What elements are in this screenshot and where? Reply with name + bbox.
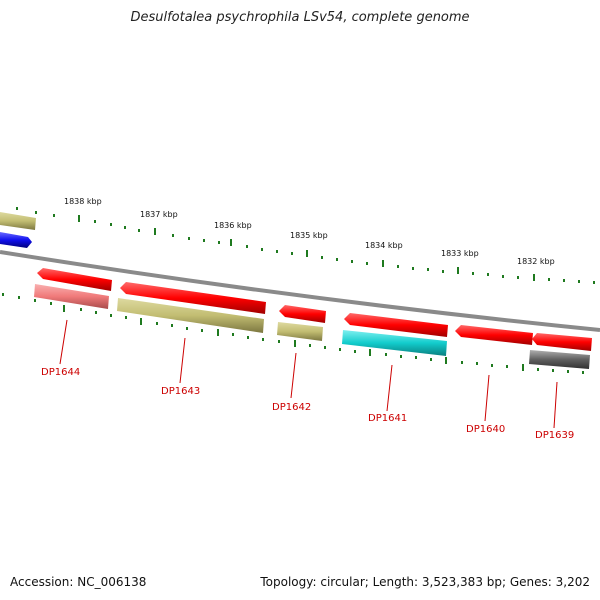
major-tick [457, 267, 459, 274]
inner-tick-ring [2, 293, 584, 374]
scale-label: 1838 kbp [64, 197, 102, 206]
feature-bar-dp1644[interactable] [34, 284, 109, 309]
major-tick [294, 340, 296, 347]
gene-label-dp1643[interactable]: DP1643 [161, 386, 200, 397]
feature-bar-dp1639[interactable] [529, 350, 590, 369]
gene-arrow-dp1643[interactable] [120, 282, 266, 314]
map-title: Desulfotalea psychrophila LSv54, complet… [130, 10, 470, 25]
major-tick [217, 329, 219, 336]
scale-label: 1833 kbp [441, 249, 479, 258]
major-tick [78, 215, 80, 222]
gene-label-dp1642[interactable]: DP1642 [272, 402, 311, 413]
major-tick [306, 250, 308, 257]
scale-label: 1836 kbp [214, 221, 252, 230]
major-tick [445, 357, 447, 364]
gene-arrow-dp1642[interactable] [279, 305, 326, 323]
major-tick [154, 228, 156, 235]
major-tick [140, 318, 142, 325]
major-tick [533, 274, 535, 281]
gene-arrow-dp1641[interactable] [344, 313, 448, 337]
feature-olive-partial[interactable] [0, 212, 36, 230]
major-tick [63, 305, 65, 312]
gene-arrow-dp1644[interactable] [37, 268, 112, 291]
gene-label-dp1641[interactable]: DP1641 [368, 413, 407, 424]
scale-label: 1835 kbp [290, 231, 328, 240]
major-tick [522, 364, 524, 371]
scale-label: 1837 kbp [140, 210, 178, 219]
accession-text: Accession: NC_006138 [10, 575, 147, 589]
gene-arrow-dp1640[interactable] [455, 325, 533, 345]
scale-label: 1834 kbp [365, 241, 403, 250]
outer-tick-ring [16, 207, 595, 284]
major-tick [230, 239, 232, 246]
major-tick [369, 349, 371, 356]
gene-label-dp1644[interactable]: DP1644 [41, 367, 80, 378]
major-tick [382, 260, 384, 267]
feature-bar-dp1643[interactable] [117, 298, 264, 333]
feature-blue-arrow[interactable] [0, 232, 32, 248]
feature-bar-dp1641[interactable] [342, 330, 447, 356]
gene-label-dp1640[interactable]: DP1640 [466, 424, 505, 435]
genome-summary-text: Topology: circular; Length: 3,523,383 bp… [260, 575, 590, 589]
genome-backbone [0, 250, 600, 332]
scale-labels: 1838 kbp 1837 kbp 1836 kbp 1835 kbp 1834… [64, 197, 555, 266]
scale-label: 1832 kbp [517, 257, 555, 266]
gene-label-dp1639[interactable]: DP1639 [535, 430, 574, 441]
gene-arrow-dp1639[interactable] [532, 333, 592, 351]
feature-bar-dp1642[interactable] [277, 322, 323, 341]
label-leaders [59, 319, 558, 429]
